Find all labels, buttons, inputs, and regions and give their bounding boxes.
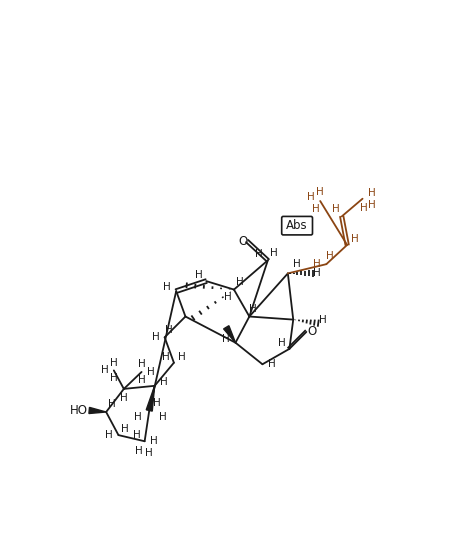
Text: H: H (178, 352, 185, 361)
Text: H: H (110, 373, 118, 383)
Text: H: H (313, 259, 321, 269)
Text: H: H (223, 334, 230, 344)
Text: H: H (316, 187, 324, 197)
Text: H: H (138, 375, 146, 385)
Text: H: H (268, 359, 276, 369)
Text: H: H (224, 292, 232, 302)
Polygon shape (224, 326, 235, 343)
Text: H: H (110, 358, 118, 368)
Text: H: H (164, 325, 172, 335)
Text: H: H (160, 377, 168, 387)
Text: H: H (145, 448, 153, 458)
Text: H: H (109, 399, 116, 409)
Text: H: H (135, 446, 142, 456)
Text: H: H (360, 203, 368, 213)
Text: H: H (105, 430, 113, 440)
Text: H: H (293, 259, 301, 269)
Text: H: H (121, 424, 129, 434)
Text: H: H (270, 248, 278, 257)
Text: H: H (195, 270, 202, 280)
Polygon shape (146, 386, 155, 411)
Text: H: H (368, 200, 376, 210)
Text: H: H (319, 314, 327, 325)
FancyBboxPatch shape (282, 216, 312, 235)
Text: H: H (312, 204, 320, 214)
Text: H: H (313, 269, 321, 278)
Text: H: H (159, 411, 167, 422)
Text: H: H (163, 282, 171, 292)
Text: Abs: Abs (286, 219, 308, 232)
Text: H: H (255, 249, 262, 259)
Text: H: H (120, 393, 128, 403)
Text: H: H (236, 277, 244, 287)
Text: H: H (147, 367, 155, 377)
Text: H: H (351, 234, 359, 244)
Text: H: H (249, 304, 257, 314)
Text: H: H (278, 338, 286, 348)
Text: H: H (133, 430, 141, 440)
Text: O: O (239, 235, 248, 247)
Text: H: H (152, 332, 159, 342)
Text: H: H (327, 252, 334, 262)
Text: H: H (134, 411, 142, 422)
Text: H: H (101, 366, 109, 375)
Text: H: H (332, 204, 339, 214)
Text: O: O (308, 326, 317, 338)
Text: H: H (307, 192, 315, 202)
Polygon shape (89, 407, 106, 414)
Text: HO: HO (70, 404, 87, 417)
Text: H: H (138, 359, 146, 369)
Text: H: H (153, 398, 161, 408)
Text: H: H (368, 188, 376, 198)
Text: H: H (150, 436, 158, 446)
Text: H: H (162, 352, 170, 361)
